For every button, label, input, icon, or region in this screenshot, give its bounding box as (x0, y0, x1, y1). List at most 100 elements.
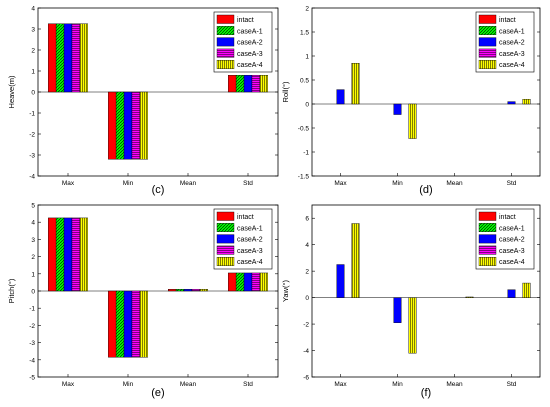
chart-panel: -1.5 -1 -0.5 0 0.5 1 1.5 2 Roll(°) Max Min Mean Std i… (281, 6, 541, 196)
bar (243, 74, 253, 93)
legend-label: intact (237, 214, 254, 221)
legend-label: caseA-4 (237, 62, 263, 69)
bar (259, 272, 269, 292)
y-axis-label: Heave(m) (7, 75, 16, 108)
x-tick-label: Max (334, 180, 347, 187)
legend-label: caseA-2 (237, 40, 263, 47)
legend-swatch (216, 234, 235, 244)
legend-label: caseA-3 (499, 51, 525, 58)
y-tick-label: -4 (29, 174, 35, 181)
plot-frame (311, 204, 541, 378)
bar (191, 289, 201, 292)
bar (351, 63, 360, 105)
bar (79, 217, 88, 292)
bar (251, 272, 261, 292)
y-tick-label: 0 (31, 90, 35, 97)
bar (139, 91, 149, 160)
legend-swatch (478, 26, 497, 35)
x-tick-label: Min (392, 381, 403, 388)
bar (408, 297, 417, 354)
y-tick-label: -1 (29, 111, 35, 118)
bar (351, 223, 360, 298)
legend-label: caseA-1 (499, 225, 525, 232)
y-tick-label: -6 (303, 375, 309, 382)
bar (48, 217, 57, 292)
legend-swatch (478, 60, 497, 69)
legend-swatch (216, 14, 235, 24)
y-tick-label: -4 (29, 357, 35, 364)
legend-label: caseA-3 (237, 248, 263, 255)
legend-label: caseA-1 (237, 225, 263, 232)
y-tick-label: 2 (305, 6, 309, 13)
legend-label: intact (499, 17, 516, 24)
legend-label: caseA-3 (499, 248, 525, 255)
y-tick-label: -1 (29, 306, 35, 313)
y-tick-label: -3 (29, 153, 35, 160)
y-tick-label: 4 (305, 242, 309, 249)
legend-swatch (216, 60, 235, 69)
legend-swatch (216, 48, 235, 58)
bar (243, 272, 253, 292)
panel-label: (e) (151, 387, 164, 399)
x-tick-label: Std (243, 381, 253, 388)
bar (235, 272, 245, 292)
bar (71, 23, 81, 93)
y-tick-label: 2 (305, 269, 309, 276)
y-tick-label: 5 (31, 203, 35, 210)
legend-swatch (216, 257, 235, 266)
y-tick-label: -4 (303, 348, 309, 355)
legend-swatch (216, 26, 235, 35)
legend-label: caseA-2 (237, 237, 263, 244)
legend-label: caseA-1 (237, 28, 263, 35)
bar (55, 217, 65, 292)
y-tick-label: 0 (305, 102, 309, 109)
bar (336, 89, 345, 105)
bar (63, 217, 73, 292)
bar (522, 282, 531, 298)
legend-swatch (478, 257, 497, 266)
y-tick-label: 2 (31, 254, 35, 261)
bar (199, 289, 209, 292)
y-tick-label: 4 (31, 6, 35, 13)
bar (115, 91, 125, 160)
y-tick-label: -3 (29, 340, 35, 347)
bar (79, 23, 88, 93)
legend-swatch (216, 245, 235, 255)
y-tick-label: 0.5 (300, 78, 309, 85)
legend-label: caseA-1 (499, 28, 525, 35)
bar (393, 103, 402, 115)
bar (251, 74, 261, 93)
plot-frame (311, 7, 541, 177)
bar (48, 23, 57, 93)
y-tick-label: -1.5 (298, 174, 310, 181)
bar (227, 272, 237, 292)
y-tick-label: -5 (29, 375, 35, 382)
y-tick-label: 4 (31, 220, 35, 227)
x-tick-label: Mean (180, 180, 197, 187)
y-axis-label: Pitch(°) (7, 278, 16, 303)
legend-label: caseA-2 (499, 237, 525, 244)
legend-label: caseA-2 (499, 40, 525, 47)
bar (522, 98, 531, 105)
y-tick-label: 1.5 (300, 30, 309, 37)
x-tick-label: Min (392, 180, 403, 187)
panel-label: (d) (419, 184, 432, 196)
legend-label: caseA-3 (237, 51, 263, 58)
bar (55, 23, 65, 93)
x-tick-label: Mean (180, 381, 197, 388)
bar (259, 74, 269, 93)
x-tick-label: Min (123, 180, 134, 187)
y-tick-label: 0 (31, 289, 35, 296)
legend-swatch (216, 223, 235, 233)
chart-panel: -4 -3 -2 -1 0 1 2 3 4 Heave(m) Max Min Mean Std intact… (7, 6, 279, 196)
bar (131, 91, 141, 160)
legend-swatch (478, 14, 497, 24)
x-tick-label: Std (507, 381, 517, 388)
y-tick-label: 3 (31, 27, 35, 34)
panel-label: (c) (152, 184, 165, 196)
bar (183, 289, 193, 292)
bar (123, 290, 133, 358)
bar (107, 290, 117, 358)
bar (71, 217, 81, 292)
